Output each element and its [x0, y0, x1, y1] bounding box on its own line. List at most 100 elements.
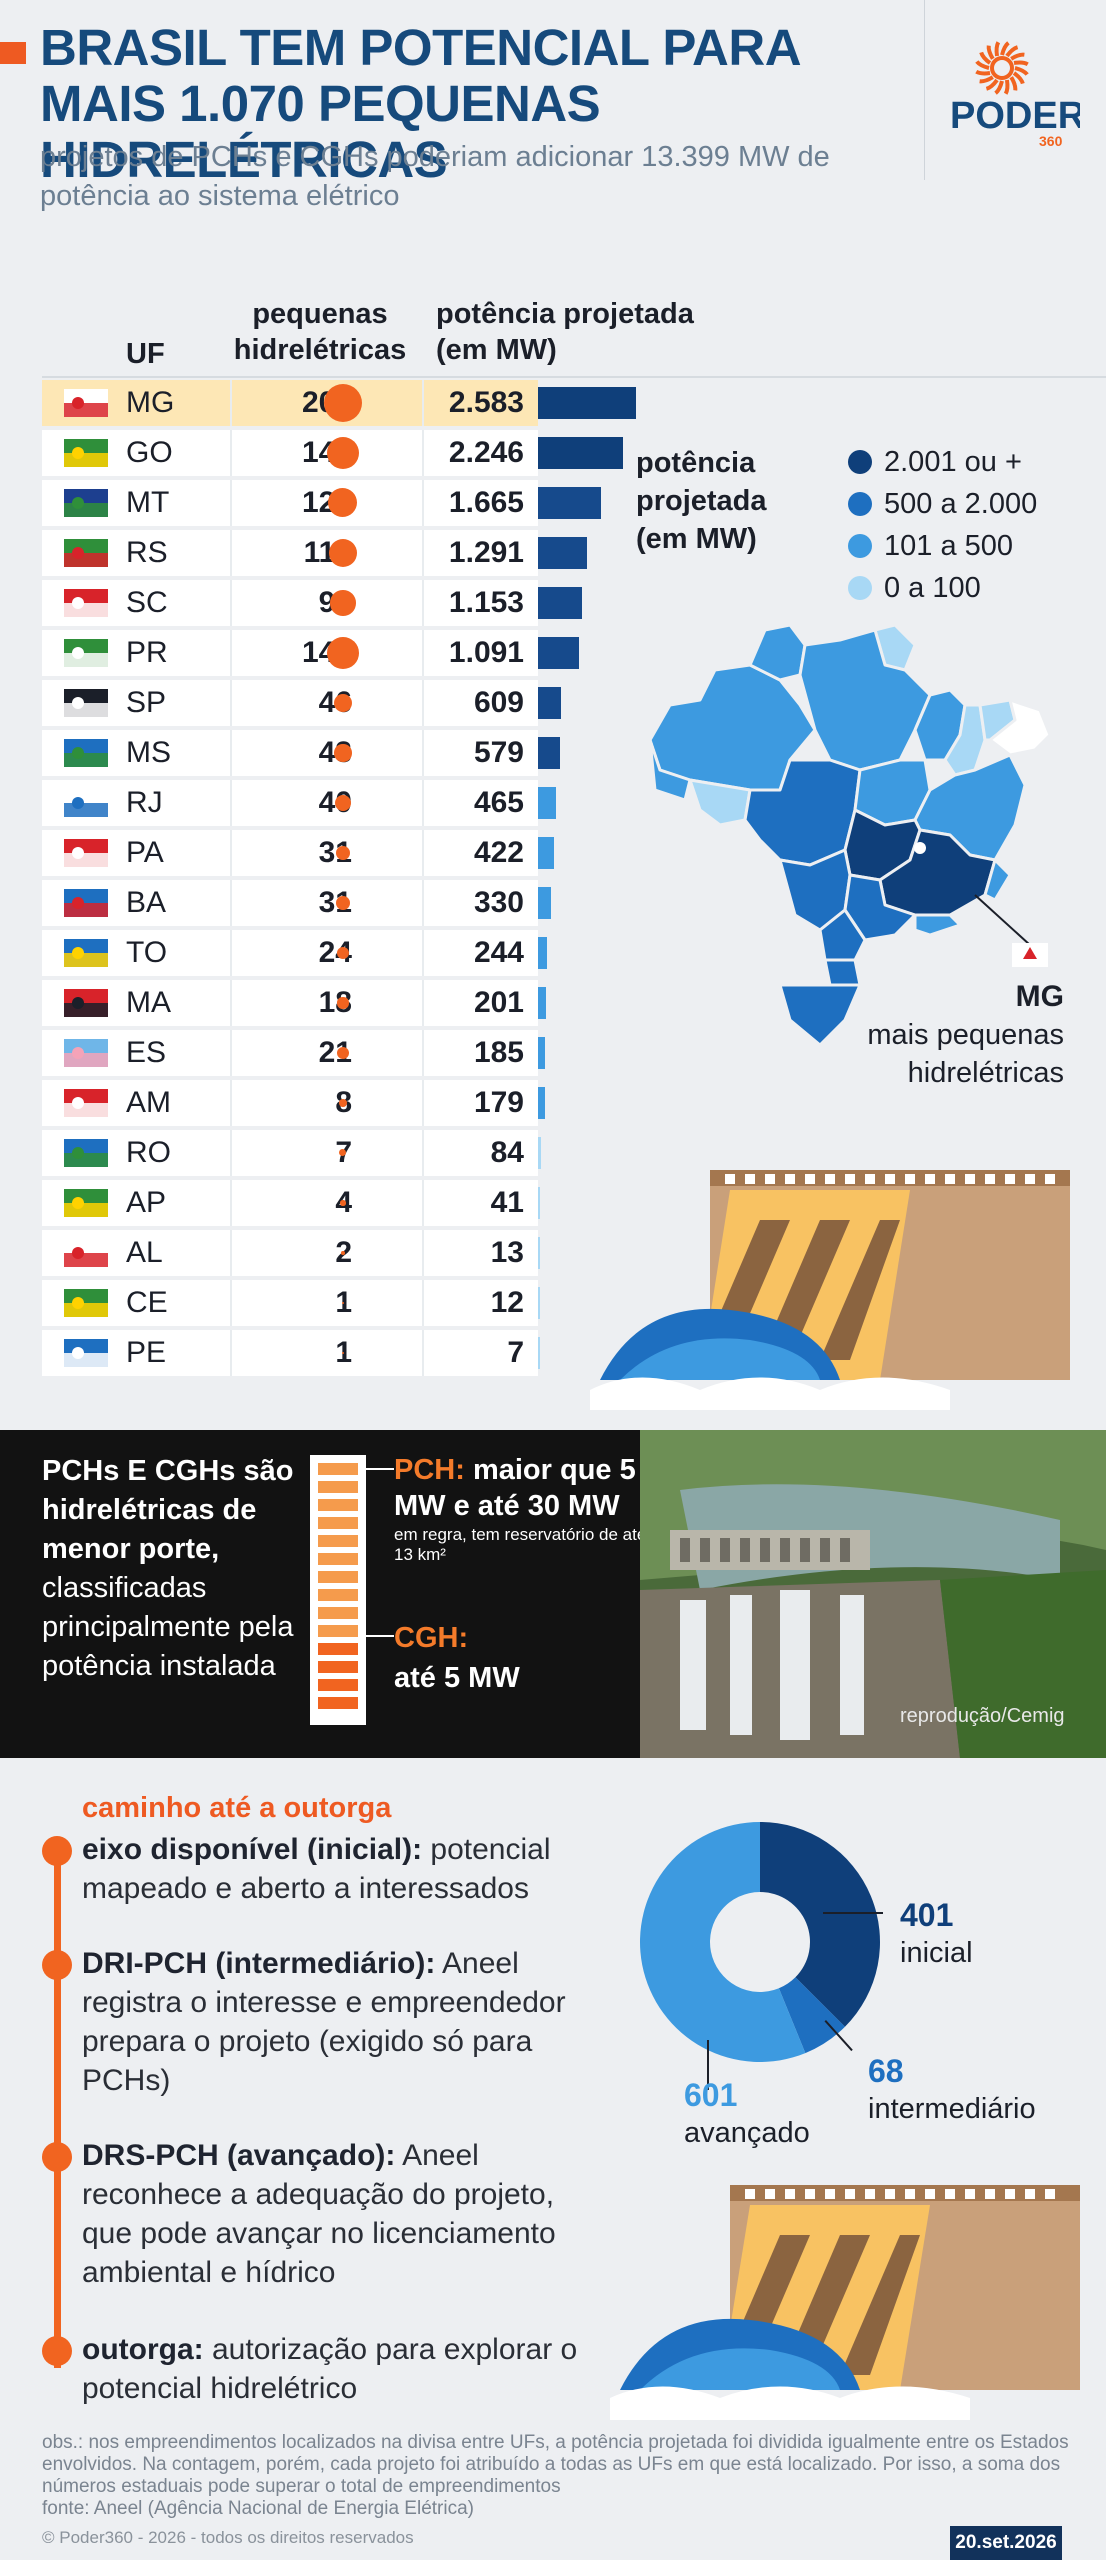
pch-connector: [366, 1468, 394, 1470]
row-power: 465: [473, 786, 524, 819]
row-separator: [230, 1280, 232, 1326]
logo-text: PODER: [950, 95, 1080, 137]
row-power: 185: [473, 1036, 524, 1069]
row-separator: [422, 680, 424, 726]
row-count: 24: [318, 936, 352, 969]
row-separator: [422, 930, 424, 976]
row-separator: [230, 680, 232, 726]
row-separator: [422, 1230, 424, 1276]
donut-slice-inicial: [760, 1822, 880, 2027]
count-bubble: [334, 744, 352, 762]
scale-stripe: [318, 1679, 358, 1691]
state-flag-icon: [64, 639, 108, 667]
state-flag-icon: [64, 589, 108, 617]
sun-ray: [994, 80, 1004, 95]
count-bubble: [335, 895, 351, 911]
scale-stripe: [318, 1499, 358, 1511]
state-flag-icon: [64, 489, 108, 517]
step-item: DRI-PCH (intermediário): Aneel registra …: [82, 1944, 602, 2100]
step-desc: Aneel registra o interesse e empreendedo…: [82, 1947, 566, 2097]
row-separator: [230, 380, 232, 426]
step-desc: autorização para explorar o potencial hi…: [82, 2333, 578, 2405]
row-power: 201: [473, 986, 524, 1019]
scale-stripe: [318, 1481, 358, 1493]
legend-title: potência projetada (em MW): [636, 447, 767, 555]
map-state-rj: [913, 913, 962, 937]
sun-ray: [1005, 45, 1019, 58]
table-row: BA 31 330: [42, 880, 538, 926]
scale-stripe: [318, 1571, 358, 1583]
power-bar: [538, 1337, 540, 1369]
timeline-line: [54, 1848, 61, 2368]
power-bar: [538, 937, 548, 969]
row-separator: [422, 1180, 424, 1226]
row-separator: [422, 780, 424, 826]
state-flag-icon: [64, 1039, 108, 1067]
donut-value: 401: [900, 1897, 954, 1933]
power-bar: [538, 1037, 546, 1069]
row-count: 40: [212, 785, 352, 821]
row-power: 84: [490, 1136, 524, 1169]
row-separator: [230, 1330, 232, 1376]
count-bubble: [339, 1099, 347, 1107]
power-bar: [538, 387, 636, 419]
band-description: PCHs E CGHs são hidrelétricas de menor p…: [42, 1452, 302, 1686]
timeline-dot: [42, 2142, 72, 2172]
logo-sub: 360: [1039, 133, 1063, 149]
pch-value: maior que 5 MW e até 30 MW: [394, 1454, 636, 1522]
copyright: © Poder360 - 2026 - todos os direitos re…: [42, 2528, 414, 2547]
power-bar: [538, 1237, 540, 1269]
row-uf: AM: [126, 1086, 171, 1119]
step-name: DRS-PCH (avançado):: [82, 2139, 396, 2172]
table-row: AP 4 41: [42, 1180, 538, 1226]
map-state-pi: [943, 703, 987, 777]
row-separator: [422, 880, 424, 926]
power-bar: [538, 737, 560, 769]
legend-label: 0 a 100: [884, 572, 981, 604]
table-row: ES 21 185: [42, 1030, 538, 1076]
power-bar: [538, 1137, 542, 1169]
scale-stripe: [318, 1661, 358, 1673]
row-uf: MT: [126, 486, 170, 519]
sun-ray: [979, 75, 994, 84]
count-bubble: [328, 488, 358, 518]
state-flag-icon: [64, 1189, 108, 1217]
col-header-uf: UF: [126, 338, 165, 370]
sun-ray: [985, 78, 999, 91]
map-state-sp: [843, 873, 917, 942]
row-separator: [422, 730, 424, 776]
row-separator: [230, 1180, 232, 1226]
col-header-count: pequenas hidrelétricas: [233, 298, 407, 366]
row-separator: [422, 980, 424, 1026]
row-uf: BA: [126, 886, 167, 919]
power-bar: [538, 487, 602, 519]
donut-label-intermediario: 68 intermediário: [868, 2052, 1036, 2128]
footnote-obs: obs.: nos empreendimentos localizados na…: [42, 2432, 1069, 2497]
power-bar: [538, 587, 582, 619]
row-count: 21: [318, 1036, 352, 1069]
state-flag-icon: [64, 989, 108, 1017]
row-power: 179: [473, 1086, 524, 1119]
scale-stripe: [318, 1517, 358, 1529]
dam-illustration: [610, 2185, 1080, 2420]
table-row: RO 7 84: [42, 1130, 538, 1176]
donut-value: 68: [868, 2053, 904, 2089]
row-uf: MA: [126, 986, 171, 1019]
poder360-logo[interactable]: PODER 360: [940, 30, 1085, 160]
table-row: SC921.153: [42, 580, 538, 626]
table-row: MA 18 201: [42, 980, 538, 1026]
step-item: outorga: autorização para explorar o pot…: [82, 2330, 602, 2408]
row-count: 31: [212, 835, 352, 871]
state-flag-icon: [64, 1289, 108, 1317]
row-uf: RO: [126, 1136, 171, 1169]
donut-category: intermediário: [868, 2093, 1036, 2125]
row-uf: CE: [126, 1286, 168, 1319]
title-accent-bar: [0, 42, 26, 64]
state-flag-icon: [64, 389, 108, 417]
count-bubble: [330, 590, 356, 616]
row-count: 8: [212, 1085, 352, 1121]
row-power: 1.153: [448, 586, 524, 619]
power-bar: [538, 1087, 545, 1119]
row-separator: [422, 580, 424, 626]
donut-callout-avancado: [707, 2040, 709, 2090]
